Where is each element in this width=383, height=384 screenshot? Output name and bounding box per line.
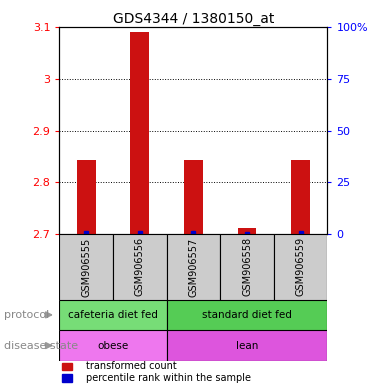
Text: percentile rank within the sample: percentile rank within the sample (86, 373, 251, 383)
Text: transformed count: transformed count (86, 361, 177, 371)
Title: GDS4344 / 1380150_at: GDS4344 / 1380150_at (113, 12, 274, 26)
Bar (220, 234, 274, 300)
Bar (62, 363, 72, 370)
Text: GSM906558: GSM906558 (242, 237, 252, 296)
Bar (291, 160, 310, 234)
Bar (62, 374, 72, 382)
Bar (130, 32, 149, 234)
Bar (113, 234, 167, 300)
Text: GSM906557: GSM906557 (188, 237, 198, 296)
Bar (59, 300, 167, 330)
Text: lean: lean (236, 341, 258, 351)
Bar (59, 330, 167, 361)
Text: standard diet fed: standard diet fed (202, 310, 292, 320)
Text: protocol: protocol (4, 310, 49, 320)
Text: disease state: disease state (4, 341, 78, 351)
Bar (59, 234, 113, 300)
Bar (167, 330, 327, 361)
Text: GSM906559: GSM906559 (296, 237, 306, 296)
Bar (167, 300, 327, 330)
Text: GSM906555: GSM906555 (81, 237, 91, 296)
Bar (237, 228, 257, 234)
Bar (274, 234, 327, 300)
Bar (167, 234, 220, 300)
Text: cafeteria diet fed: cafeteria diet fed (68, 310, 158, 320)
Bar (184, 160, 203, 234)
Text: GSM906556: GSM906556 (135, 237, 145, 296)
Text: obese: obese (97, 341, 129, 351)
Bar (77, 160, 96, 234)
